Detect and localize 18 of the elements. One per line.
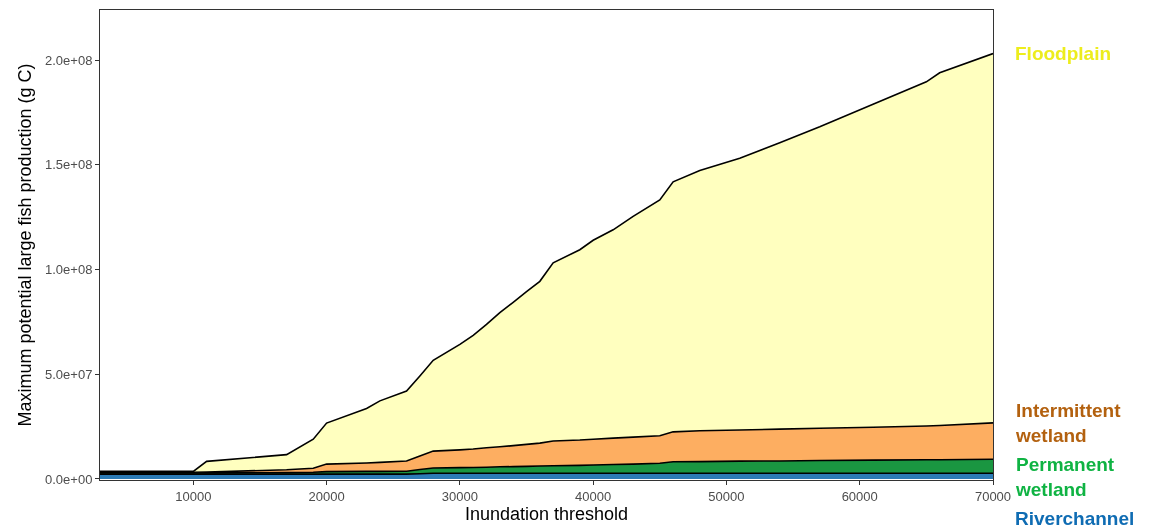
series-label: Intermittent wetland: [1015, 400, 1122, 446]
x-tick-label: 50000: [708, 488, 745, 504]
x-tick-label: 60000: [841, 488, 878, 504]
x-tick-label: 70000: [974, 488, 1012, 504]
series-label: Floodplain: [1015, 43, 1112, 64]
y-tick-label: 1.5e+08: [45, 157, 93, 173]
x-tick-label: 10000: [175, 488, 212, 504]
y-tick-label: 5.0e+07: [45, 366, 93, 382]
series-label: Riverchannel: [1015, 508, 1135, 529]
series-label: Permanent wetland: [1015, 454, 1115, 500]
y-tick-label: 1.0e+08: [45, 262, 93, 278]
x-axis-title: Inundation threshold: [464, 503, 629, 524]
y-tick-label: 2.0e+08: [45, 52, 93, 68]
y-axis-title: Maximum potential large fish production (g C): [15, 63, 36, 427]
y-tick-label: 0.0e+00: [45, 471, 93, 487]
x-tick-label: 40000: [575, 488, 612, 504]
x-tick-label: 30000: [441, 488, 478, 504]
x-tick-label: 20000: [308, 488, 345, 504]
